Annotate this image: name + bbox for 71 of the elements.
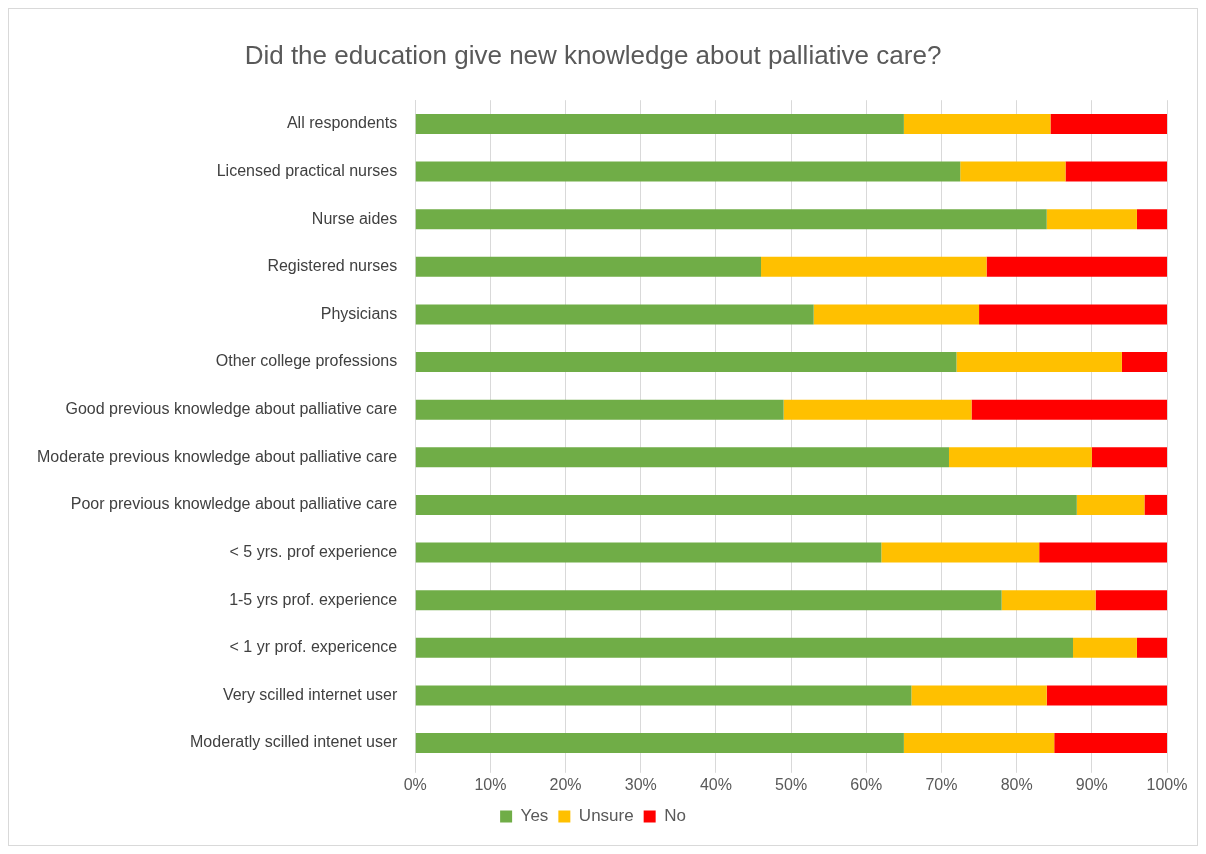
- y-tick-label: Poor previous knowledge about palliative care: [70, 495, 398, 513]
- bar: [903, 732, 1055, 753]
- x-tick-label: 30%: [624, 775, 657, 793]
- bar: [415, 732, 904, 753]
- y-tick-label: Good previous knowledge about palliative care: [65, 400, 398, 418]
- legend-label: Yes: [520, 806, 549, 826]
- legend-label: Unsure: [578, 806, 634, 826]
- bar: [1073, 637, 1137, 658]
- bar: [1001, 590, 1096, 611]
- y-tick-label: Other college professions: [215, 352, 398, 370]
- bar: [1076, 494, 1145, 515]
- bar: [415, 209, 1047, 230]
- bar: [1065, 161, 1167, 182]
- bar: [986, 256, 1167, 277]
- x-tick-label: 60%: [850, 775, 883, 793]
- y-tick-label: Licensed practical nurses: [216, 162, 398, 180]
- bar: [415, 352, 957, 373]
- x-tick-label: 20%: [549, 775, 582, 793]
- bar: [415, 542, 882, 563]
- bar: [415, 637, 1074, 658]
- chart-title: Did the education give new knowledge about palliative care?: [244, 39, 942, 70]
- bar: [881, 542, 1040, 563]
- bar: [1136, 209, 1167, 230]
- y-tick-label: Registered nurses: [267, 257, 398, 275]
- bar: [813, 304, 980, 325]
- y-tick-label: 1-5 yrs prof. experience: [229, 590, 398, 608]
- bar: [415, 494, 1077, 515]
- y-tick-label: Moderatly scilled intenet user: [190, 733, 398, 751]
- bar: [415, 256, 762, 277]
- x-tick-label: 0%: [403, 775, 427, 793]
- legend-label: No: [664, 806, 686, 826]
- bar: [1050, 114, 1167, 135]
- bar: [1046, 209, 1137, 230]
- bar: [1039, 542, 1167, 563]
- x-tick-label: 40%: [699, 775, 732, 793]
- bar: [960, 161, 1066, 182]
- bar: [415, 685, 912, 706]
- bar: [761, 256, 987, 277]
- bar: [1054, 732, 1167, 753]
- x-tick-label: 100%: [1146, 775, 1188, 793]
- bar: [1136, 637, 1167, 658]
- bar: [415, 590, 1002, 611]
- bar: [948, 447, 1092, 468]
- y-tick-label: Nurse aides: [311, 209, 398, 227]
- bar: [415, 161, 961, 182]
- bar: [1091, 447, 1167, 468]
- bar: [1121, 352, 1167, 373]
- bar: [1046, 685, 1167, 706]
- x-tick-label: 10%: [474, 775, 507, 793]
- x-tick-label: 90%: [1075, 775, 1108, 793]
- y-tick-label: Very scilled internet user: [222, 685, 398, 703]
- bar: [979, 304, 1167, 325]
- y-tick-label: Moderate previous knowledge about palliative care: [37, 447, 398, 465]
- bar: [415, 447, 949, 468]
- bar: [911, 685, 1047, 706]
- y-tick-label: < 1 yr prof. expericence: [229, 638, 398, 656]
- y-tick-label: Physicians: [320, 304, 398, 322]
- x-tick-label: 80%: [1000, 775, 1033, 793]
- x-tick-label: 50%: [775, 775, 808, 793]
- bar: [415, 399, 784, 420]
- bar: [903, 114, 1051, 135]
- y-tick-label: < 5 yrs. prof experience: [229, 542, 398, 560]
- bar: [956, 352, 1122, 373]
- bar: [783, 399, 972, 420]
- bar: [415, 304, 814, 325]
- bar: [1095, 590, 1167, 611]
- bar: [1144, 494, 1167, 515]
- bar: [415, 114, 904, 135]
- x-tick-label: 70%: [925, 775, 958, 793]
- bar: [971, 399, 1167, 420]
- y-tick-label: All respondents: [286, 114, 398, 132]
